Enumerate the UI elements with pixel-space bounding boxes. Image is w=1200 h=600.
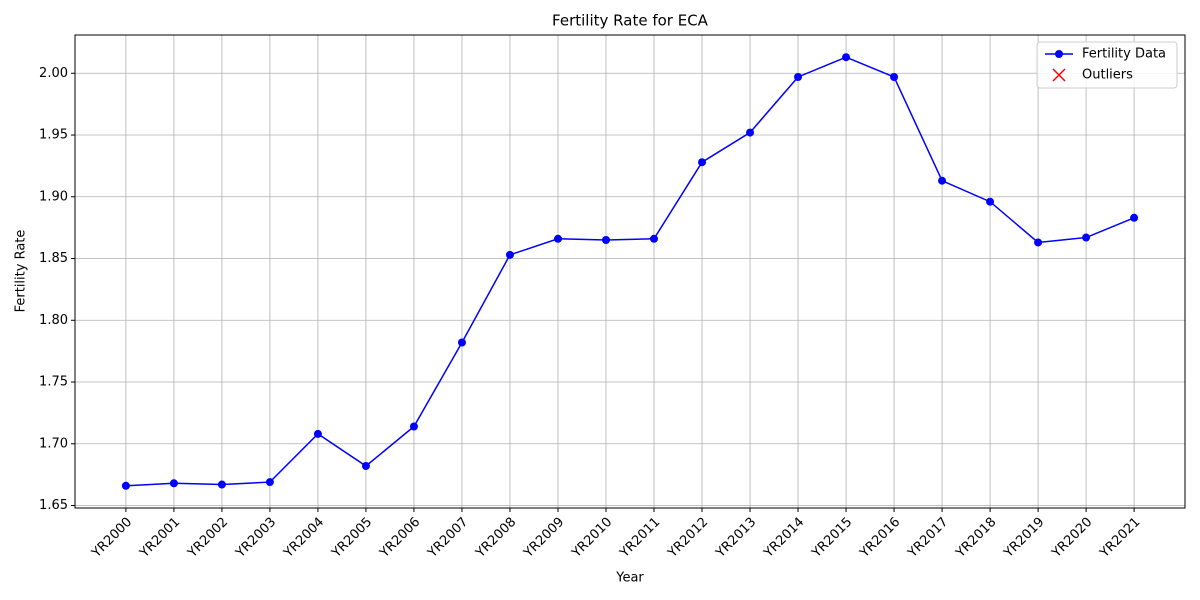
- data-point: [746, 128, 755, 137]
- x-tick-label: YR2014: [761, 515, 808, 562]
- legend-marker: [1055, 50, 1063, 58]
- x-tick-label: YR2011: [617, 515, 664, 562]
- y-tick-label: 2.00: [39, 66, 68, 81]
- data-point: [169, 479, 178, 488]
- y-tick-label: 1.65: [39, 498, 68, 513]
- x-tick-label: YR2000: [88, 515, 135, 562]
- x-tick-label: YR2019: [1001, 515, 1048, 562]
- x-tick-label: YR2017: [905, 515, 952, 562]
- data-point: [457, 338, 466, 347]
- y-tick-label: 1.70: [39, 436, 68, 451]
- x-tick-label: YR2007: [425, 515, 472, 562]
- y-tick-label: 1.80: [39, 313, 68, 328]
- x-tick-label: YR2004: [281, 515, 328, 562]
- x-tick-label: YR2016: [857, 515, 904, 562]
- x-tick-label: YR2020: [1049, 515, 1096, 562]
- data-point: [986, 197, 995, 206]
- data-point: [1130, 213, 1139, 222]
- data-point: [217, 480, 226, 489]
- x-tick-label: YR2021: [1097, 515, 1144, 562]
- data-point: [553, 234, 562, 243]
- data-point: [938, 176, 947, 185]
- x-tick-label: YR2013: [713, 515, 760, 562]
- legend-label: Fertility Data: [1082, 47, 1166, 62]
- y-tick-label: 1.75: [39, 375, 68, 390]
- data-point: [1082, 233, 1091, 242]
- data-point: [361, 462, 370, 471]
- x-tick-label: YR2005: [329, 515, 376, 562]
- legend-marker: [1052, 68, 1066, 82]
- y-tick-label: 1.90: [39, 189, 68, 204]
- data-point: [601, 236, 610, 245]
- data-point: [313, 429, 322, 438]
- data-point: [650, 234, 659, 243]
- x-tick-label: YR2018: [953, 515, 1000, 562]
- x-tick-label: YR2002: [185, 515, 232, 562]
- x-tick-label: YR2001: [136, 515, 183, 562]
- data-point: [265, 478, 274, 487]
- legend-label: Outliers: [1082, 68, 1133, 83]
- x-tick-label: YR2003: [233, 515, 280, 562]
- y-tick-label: 1.85: [39, 251, 68, 266]
- data-point: [505, 250, 514, 259]
- data-point: [121, 481, 130, 490]
- data-point: [842, 53, 851, 62]
- x-tick-label: YR2009: [521, 515, 568, 562]
- x-tick-label: YR2015: [809, 515, 856, 562]
- chart-title: Fertility Rate for ECA: [552, 12, 709, 30]
- x-axis-label: Year: [615, 571, 644, 586]
- data-point: [890, 72, 899, 81]
- data-point: [409, 422, 418, 431]
- data-point: [794, 72, 803, 81]
- x-tick-label: YR2010: [569, 515, 616, 562]
- x-tick-label: YR2008: [473, 515, 520, 562]
- data-point: [1034, 238, 1043, 247]
- data-point: [698, 158, 707, 167]
- y-tick-label: 1.95: [39, 128, 68, 143]
- x-tick-label: YR2012: [665, 515, 712, 562]
- x-tick-label: YR2006: [377, 515, 424, 562]
- y-axis-label: Fertility Rate: [14, 230, 29, 313]
- plot-frame: [74, 34, 1186, 509]
- data-line: [125, 56, 1135, 487]
